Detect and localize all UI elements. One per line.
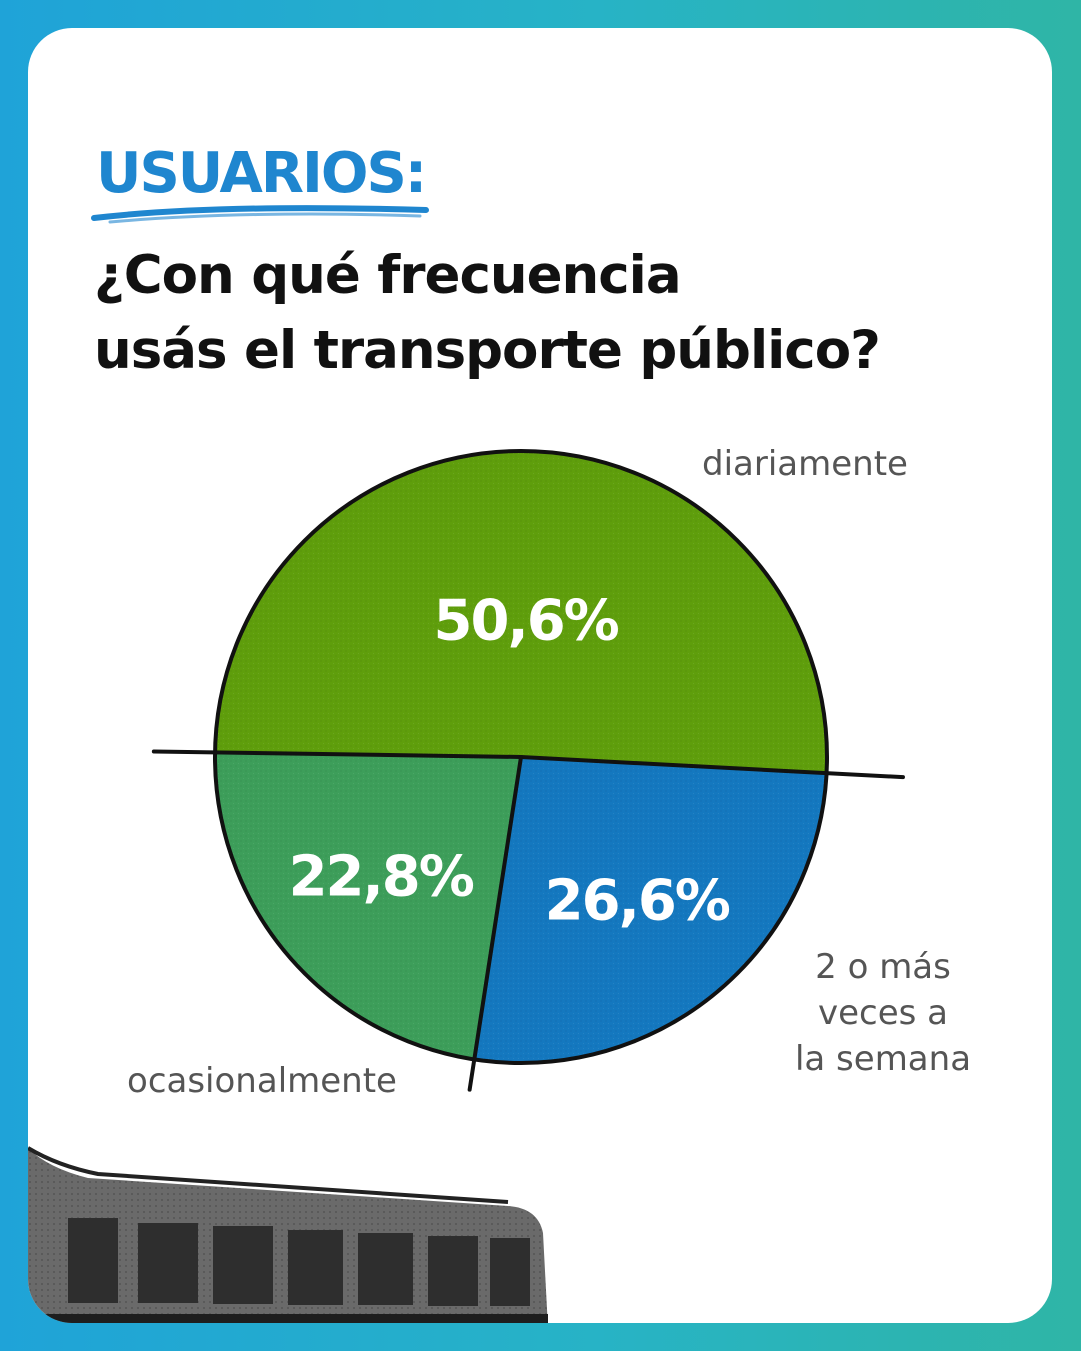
category-label-line: 2 o más bbox=[815, 947, 951, 987]
slice-texture-semana bbox=[474, 757, 827, 1063]
category-label-semana: 2 o más veces a la semana bbox=[795, 947, 971, 1079]
category-label-line: diariamente bbox=[702, 444, 908, 484]
section-kicker: USUARIOS: bbox=[96, 141, 427, 206]
slice-texture-diariamente bbox=[215, 451, 827, 774]
value-label-semana: 26,6% bbox=[545, 868, 730, 933]
slice-divider-line bbox=[467, 755, 523, 1092]
slice-texture-ocasional bbox=[214, 752, 521, 1060]
category-label-line: ocasionalmente bbox=[127, 1061, 397, 1101]
slice-divider-line bbox=[151, 749, 523, 759]
category-label-ocasional: ocasionalmente bbox=[127, 1061, 397, 1101]
slice-divider-line bbox=[519, 755, 905, 780]
category-label-diariamente: diariamente bbox=[702, 444, 908, 484]
bus-photo-icon bbox=[28, 1146, 548, 1323]
question-line-2: usás el transporte público? bbox=[94, 320, 881, 381]
pie-outline bbox=[213, 449, 829, 1065]
brush-underline-icon bbox=[91, 205, 429, 224]
category-label-line: veces a bbox=[818, 993, 948, 1033]
category-label-line: la semana bbox=[795, 1039, 971, 1079]
value-label-ocasional: 22,8% bbox=[289, 844, 474, 909]
post-card: USUARIOS: ¿Con qué frecuencia usás el tr… bbox=[28, 28, 1052, 1323]
value-label-diariamente: 50,6% bbox=[434, 588, 619, 653]
question-line-1: ¿Con qué frecuencia bbox=[94, 245, 682, 306]
question-title: ¿Con qué frecuencia usás el transporte p… bbox=[94, 238, 994, 388]
